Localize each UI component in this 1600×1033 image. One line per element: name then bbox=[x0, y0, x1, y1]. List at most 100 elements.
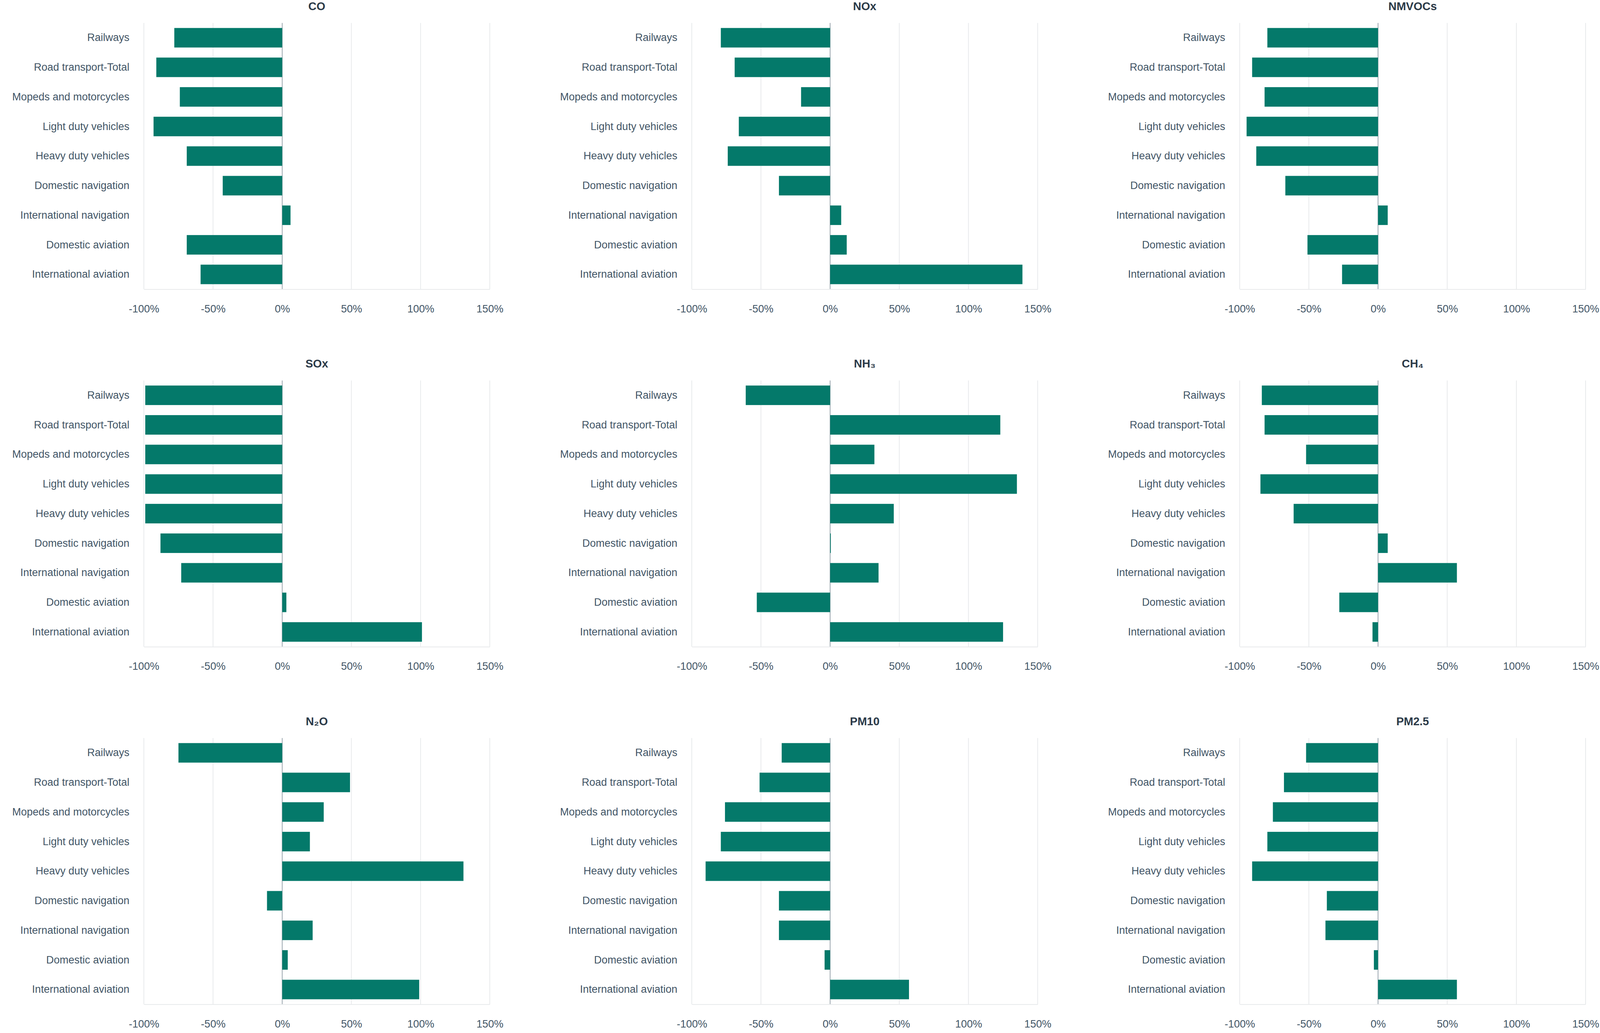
x-tick-label: -50% bbox=[200, 660, 226, 673]
bar bbox=[267, 891, 283, 911]
x-axis: -100%-50%0%50%100%150% bbox=[676, 1004, 1052, 1031]
x-tick: 150% bbox=[1572, 289, 1600, 315]
x-tick-label: -50% bbox=[1296, 303, 1322, 315]
bars bbox=[1246, 28, 1388, 285]
x-tick: -100% bbox=[676, 1004, 708, 1031]
grid bbox=[1239, 380, 1586, 647]
bar bbox=[1306, 743, 1379, 763]
bar bbox=[756, 592, 831, 613]
category-label: Mopeds and motorcycles bbox=[1107, 806, 1225, 818]
x-tick: 50% bbox=[1436, 289, 1458, 315]
bar bbox=[778, 175, 831, 196]
category-label: Heavy duty vehicles bbox=[1131, 507, 1225, 520]
bar bbox=[1372, 622, 1379, 642]
x-tick: 0% bbox=[822, 289, 838, 315]
bar bbox=[778, 891, 831, 911]
bar bbox=[178, 743, 283, 763]
category-label: Heavy duty vehicles bbox=[583, 865, 678, 877]
bars bbox=[178, 743, 464, 1000]
bar bbox=[830, 415, 1001, 435]
bars bbox=[720, 28, 1023, 285]
bar bbox=[830, 503, 894, 524]
bar bbox=[282, 980, 420, 1000]
category-label: International aviation bbox=[32, 268, 130, 281]
x-tick: -50% bbox=[1296, 646, 1322, 673]
grid-line bbox=[143, 23, 145, 290]
x-tick-label: 100% bbox=[955, 1018, 983, 1031]
y-tick: Mopeds and motorcycles bbox=[12, 806, 144, 818]
y-axis: Railways Road transport-Total Mopeds and m… bbox=[12, 746, 144, 996]
category-label: Mopeds and motorcycles bbox=[12, 91, 130, 103]
axis-line bbox=[1239, 1004, 1586, 1006]
grid-line bbox=[489, 380, 491, 647]
category-label: Domestic aviation bbox=[594, 954, 678, 967]
y-tick: Domestic aviation bbox=[1141, 596, 1240, 609]
category-label: Domestic aviation bbox=[1141, 239, 1225, 251]
category-label: Domestic aviation bbox=[46, 239, 130, 251]
bar bbox=[145, 415, 283, 435]
bar bbox=[720, 28, 831, 48]
grid bbox=[691, 738, 1038, 1005]
grid bbox=[691, 380, 1038, 647]
y-tick: International navigation bbox=[1116, 209, 1240, 222]
y-tick: Domestic navigation bbox=[1130, 537, 1240, 550]
axis-line bbox=[691, 1004, 1038, 1006]
y-tick: Light duty vehicles bbox=[1138, 835, 1240, 848]
x-tick: 150% bbox=[476, 1004, 504, 1031]
x-tick: -100% bbox=[128, 1004, 160, 1031]
category-label: Mopeds and motorcycles bbox=[12, 448, 130, 461]
y-tick: Road transport-Total bbox=[33, 61, 145, 74]
y-tick: International aviation bbox=[580, 983, 692, 996]
x-tick-label: 50% bbox=[889, 303, 911, 315]
x-tick: 100% bbox=[407, 289, 435, 315]
grid-line bbox=[898, 738, 900, 1005]
bar bbox=[830, 474, 1017, 494]
x-tick: 150% bbox=[1024, 1004, 1052, 1031]
panel-title: NOx bbox=[853, 0, 877, 13]
x-tick: 50% bbox=[889, 289, 911, 315]
grid-line bbox=[1037, 23, 1038, 290]
category-label: Railways bbox=[1183, 746, 1226, 759]
category-label: Railways bbox=[87, 31, 130, 44]
bar bbox=[222, 175, 283, 196]
y-tick: Domestic navigation bbox=[34, 537, 144, 550]
y-tick: International navigation bbox=[20, 566, 144, 579]
x-tick-label: -50% bbox=[200, 303, 226, 315]
x-tick-label: -50% bbox=[1296, 1018, 1322, 1031]
x-tick-label: 50% bbox=[341, 1018, 363, 1031]
category-label: Road transport-Total bbox=[1129, 61, 1226, 74]
bar bbox=[282, 205, 291, 225]
bar bbox=[282, 861, 464, 882]
bar bbox=[179, 87, 283, 107]
category-label: Heavy duty vehicles bbox=[583, 507, 678, 520]
x-tick: 100% bbox=[1503, 289, 1531, 315]
x-tick: 50% bbox=[341, 1004, 363, 1031]
x-tick: -100% bbox=[128, 646, 160, 673]
category-label: Light duty vehicles bbox=[1138, 120, 1225, 133]
chart-svg: CO-100%-50%0%50%100%150%RailwaysRoad tra… bbox=[0, 0, 1600, 1033]
bar bbox=[830, 235, 847, 255]
panel: NOx-100%-50%0%50%100%150%RailwaysRoad tr… bbox=[560, 0, 1052, 315]
x-tick: 0% bbox=[822, 646, 838, 673]
panel-title: NMVOCs bbox=[1388, 0, 1437, 13]
bar bbox=[1261, 385, 1379, 406]
x-axis: -100%-50%0%50%100%150% bbox=[128, 289, 504, 315]
bar bbox=[1264, 87, 1378, 107]
x-tick: 0% bbox=[822, 1004, 838, 1031]
y-tick: International aviation bbox=[32, 626, 144, 638]
y-tick: Road transport-Total bbox=[33, 776, 145, 789]
x-axis: -100%-50%0%50%100%150% bbox=[676, 289, 1052, 315]
bar bbox=[145, 503, 283, 524]
category-label: Domestic aviation bbox=[46, 596, 130, 609]
y-tick: International aviation bbox=[580, 626, 692, 638]
bar bbox=[186, 146, 283, 167]
y-tick: Domestic aviation bbox=[46, 954, 144, 967]
y-tick: Domestic navigation bbox=[582, 537, 692, 550]
x-tick: 50% bbox=[889, 646, 911, 673]
grid-line bbox=[212, 738, 214, 1005]
x-tick-label: 100% bbox=[407, 1018, 435, 1031]
grid-line bbox=[898, 23, 900, 290]
bar bbox=[282, 950, 288, 970]
y-tick: Railways bbox=[87, 746, 144, 759]
y-tick: International aviation bbox=[32, 268, 144, 281]
